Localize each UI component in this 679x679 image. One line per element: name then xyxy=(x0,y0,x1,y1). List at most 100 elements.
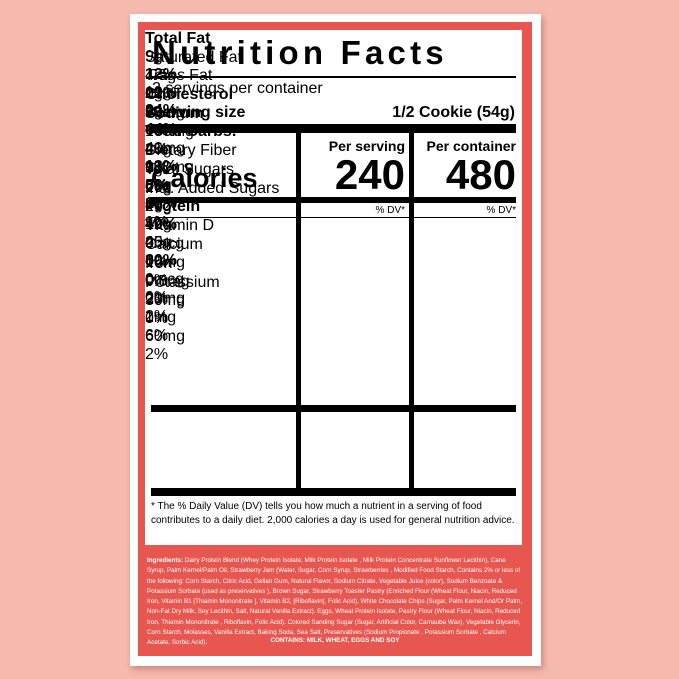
daily-value: 0% xyxy=(145,252,169,270)
column-divider xyxy=(296,133,301,496)
nutrient-row: Iron 0.5mg 2% 1mg 6% xyxy=(145,255,522,344)
amount: 0mcg xyxy=(145,234,185,252)
daily-value: 13% xyxy=(145,158,178,176)
amount: 20mg xyxy=(145,104,186,122)
nutrient-name: Saturated Fat xyxy=(145,49,522,67)
calories-value: 240 xyxy=(334,151,405,198)
nutrient-row: Dietary Fiber 0g 0% 0g 1% xyxy=(145,142,522,231)
daily-value: 40% xyxy=(145,215,178,233)
daily-value: 24% xyxy=(145,102,178,119)
nutrient-name-text: Calcium xyxy=(145,235,203,253)
ingredients-label: Ingredients: xyxy=(147,557,184,564)
daily-value: 0% xyxy=(145,271,169,289)
serving-size-label: Serving size xyxy=(152,104,246,121)
nutrient-name-text: Cholesterol xyxy=(145,86,234,104)
amount: 4.5g xyxy=(145,67,522,85)
serving-size-value: 1/2 Cookie (54g) xyxy=(392,104,515,121)
amount: 60mg xyxy=(145,327,186,345)
amount: 25g xyxy=(145,141,172,159)
nutrient-name-text: Potassium xyxy=(145,273,220,291)
daily-value: 2% xyxy=(145,307,169,325)
nutrient-name: Dietary Fiber xyxy=(145,142,522,160)
nutrient-name-text: Total Sugars xyxy=(145,160,234,178)
column-header: Per container xyxy=(426,138,516,154)
daily-value: 12% xyxy=(145,66,178,83)
daily-value: 9% xyxy=(145,159,169,177)
rule xyxy=(151,76,516,78)
daily-value: 2% xyxy=(145,345,169,363)
dv-header: % DV* xyxy=(486,205,516,216)
amount: 40g xyxy=(145,233,172,251)
amount: 30mg xyxy=(145,291,186,309)
nutrient-name: Potassium xyxy=(145,274,522,292)
amount: 12g xyxy=(145,216,172,234)
rule xyxy=(151,217,516,218)
nutrient-name: Total Sugars xyxy=(145,161,522,179)
label-title: Nutrition Facts xyxy=(152,34,448,71)
amount: 210mg xyxy=(145,158,194,176)
nutrient-row: Trans Fat 0g 0g xyxy=(145,67,522,120)
nutrient-name-text: Dietary Fiber xyxy=(145,142,237,160)
calories-label: Calories xyxy=(151,163,258,193)
daily-value: 0% xyxy=(145,309,169,327)
daily-value: 0% xyxy=(145,178,169,196)
allergens: CONTAINS: MILK, WHEAT, EGGS AND SOY xyxy=(270,637,400,644)
daily-value: 0% xyxy=(145,288,169,306)
nutrient-name-text: Incl. Added Sugars xyxy=(145,179,280,197)
daily-value: 6% xyxy=(145,326,169,344)
amount: 20g xyxy=(145,178,172,196)
daily-value: 4% xyxy=(145,140,169,158)
daily-value: 80% xyxy=(145,251,178,269)
column-divider xyxy=(409,133,414,496)
servings: 2 servings per container xyxy=(152,80,323,97)
amount: 0g xyxy=(145,85,163,103)
amount: 9g xyxy=(145,102,163,120)
daily-value: 8% xyxy=(145,176,169,194)
nutrient-name-text: Sodium xyxy=(145,104,204,122)
nutrient-name-italic: Trans xyxy=(145,67,185,85)
thick-rule xyxy=(151,197,516,203)
nutrient-name-text: Fat xyxy=(189,67,213,85)
nutrient-row: Calcium 10mg 0% 20mg 2% xyxy=(145,236,522,325)
amount: 0.5mg xyxy=(145,272,190,290)
nutrient-name: Trans Fat xyxy=(145,67,522,85)
nutrient-name: Iron xyxy=(145,255,522,273)
amount: 9g xyxy=(145,48,163,65)
amount: 19g xyxy=(145,84,172,101)
amount: 20mg xyxy=(145,289,186,307)
nutrient-name-text: Total Fat xyxy=(145,30,211,47)
nutrient-name: Vitamin D xyxy=(145,217,522,235)
amount: 0mcg xyxy=(145,270,185,288)
nutrient-row: Total Fat 9g 12% 19g 24% xyxy=(145,30,522,119)
nutrient-row: Incl. Added Sugars 20g 40% 40g 80% xyxy=(145,180,522,269)
nutrient-name: Incl. Added Sugars xyxy=(145,180,522,198)
amount: 0g xyxy=(145,160,163,178)
dv-header: % DV* xyxy=(375,205,405,216)
amount: 1mg xyxy=(145,308,177,326)
thick-rule xyxy=(151,488,516,496)
nutrient-name: Calcium xyxy=(145,236,522,254)
daily-value: 1% xyxy=(145,214,169,232)
nutrient-row: Vitamin D 0mcg 0% 0mcg 0% xyxy=(145,217,522,306)
nutrient-name: Cholesterol xyxy=(145,86,522,104)
thick-rule xyxy=(151,405,516,412)
daily-value: 2% xyxy=(145,290,169,308)
ingredients: Ingredients: Dairy Protein Blend (Whey P… xyxy=(147,556,524,649)
amount: 40mg xyxy=(145,140,186,158)
amount: 10mg xyxy=(145,253,186,271)
amount: 25g xyxy=(145,234,172,252)
nutrition-label: Nutrition Facts 2 servings per container… xyxy=(145,30,522,545)
nutrient-name-text: Iron xyxy=(145,254,173,272)
amount: 50g xyxy=(145,177,172,195)
nutrient-name-text: Saturated Fat xyxy=(145,48,242,66)
nutrient-name: Sodium xyxy=(145,105,522,123)
column-header: Per serving xyxy=(328,138,405,154)
nutrient-name: Total Fat xyxy=(145,30,522,48)
footnote: * The % Daily Value (DV) tells you how m… xyxy=(151,501,515,526)
amount: 0g xyxy=(145,103,163,121)
nutrient-name-text: Vitamin D xyxy=(145,216,215,234)
nutrient-row: Potassium 30mg 0% 60mg 2% xyxy=(145,274,522,363)
ingredients-text: Dairy Protein Blend (Whey Protein Isolat… xyxy=(147,557,522,647)
